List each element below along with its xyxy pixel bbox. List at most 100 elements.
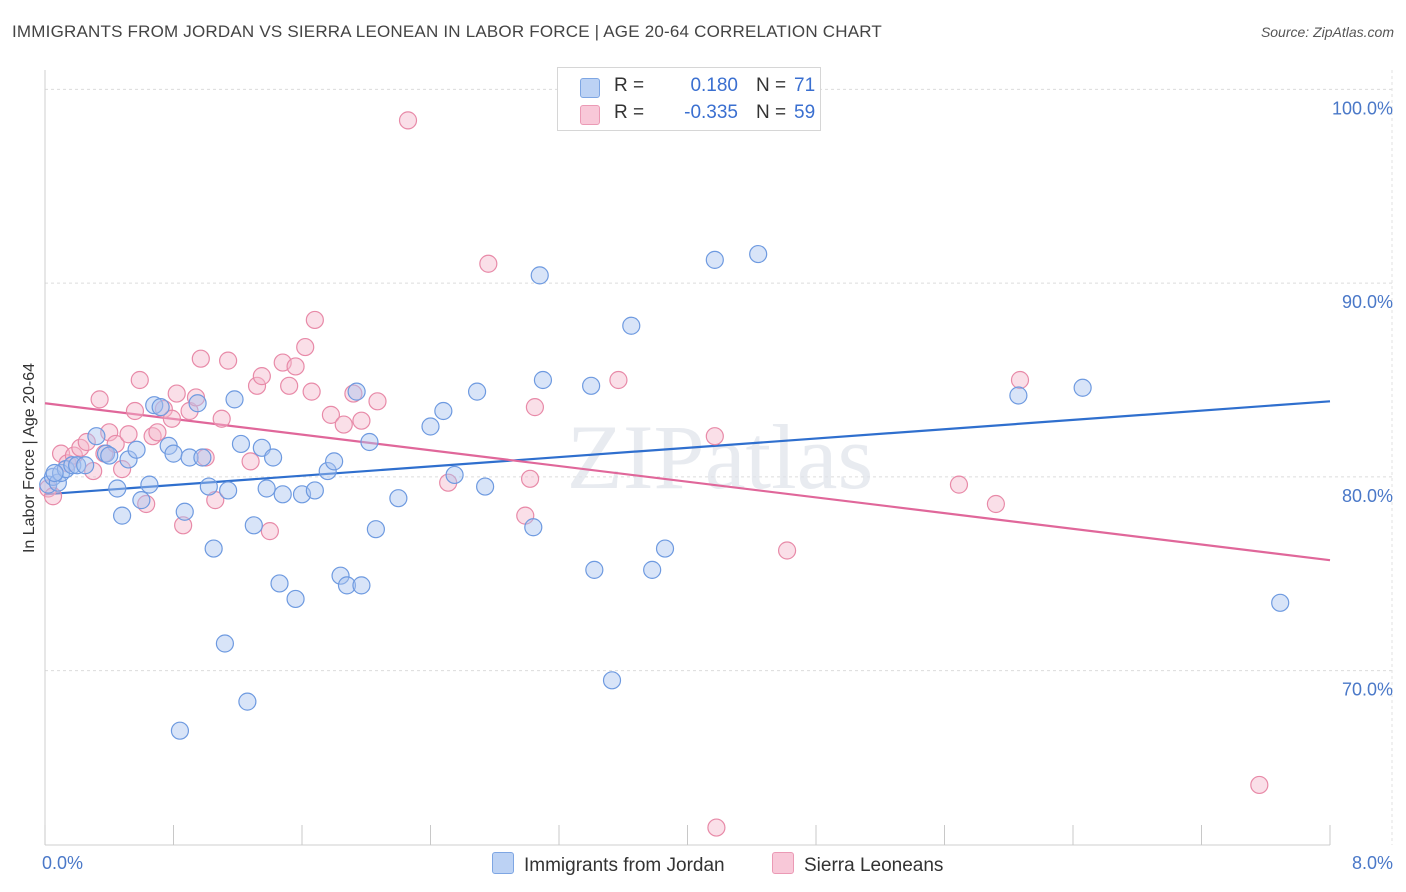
jordan-point — [257, 479, 276, 498]
jordan-point — [96, 444, 116, 463]
sierra-leoneans-point — [334, 415, 353, 434]
jordan-point — [145, 396, 164, 415]
sierra-leoneans-point — [77, 432, 96, 452]
y-axis-label: In Labor Force | Age 20-64 — [21, 363, 38, 553]
x-tick-label: 8.0% — [1352, 853, 1393, 873]
jordan-legend-label: Immigrants from Jordan — [524, 855, 725, 876]
jordan-point — [1009, 386, 1028, 405]
jordan-point — [360, 432, 379, 452]
jordan-point — [347, 382, 366, 401]
jordan-point — [188, 394, 207, 413]
n-label: N = — [756, 75, 787, 96]
jordan-point — [215, 634, 234, 653]
jordan-legend-icon — [492, 852, 514, 874]
trend-lines — [44, 400, 1331, 562]
sierra-leoneans-point — [112, 460, 132, 479]
sierra-leoneans-point — [986, 494, 1006, 514]
jordan-point — [87, 427, 106, 446]
r-label: R = — [614, 102, 645, 123]
jordan-point — [305, 481, 324, 500]
n-value: 59 — [794, 102, 816, 123]
sierra-leoneans-trend-line — [44, 402, 1331, 562]
sierra-leoneans-legend-label: Sierra Leoneans — [804, 855, 944, 876]
sierra-leoneans-point — [260, 522, 279, 541]
jordan-point — [127, 440, 146, 459]
y-tick-label: 80.0% — [1342, 486, 1393, 506]
sierra-leoneans-point — [191, 349, 210, 368]
jordan-point — [164, 444, 183, 463]
jordan-point — [366, 520, 385, 539]
jordan-point — [193, 448, 212, 467]
jordan-point — [530, 266, 549, 285]
jordan-point — [48, 473, 67, 492]
sierra-leoneans-point — [106, 434, 125, 454]
sierra-leoneans-point — [344, 384, 363, 403]
jordan-point — [318, 461, 337, 481]
y-tick-label: 70.0% — [1342, 680, 1393, 700]
sierra-leoneans-legend-icon — [772, 852, 794, 874]
sierra-leoneans-point — [280, 376, 299, 395]
jordan-point — [389, 489, 408, 508]
jordan-point — [273, 485, 292, 504]
sierra-leoneans-point — [707, 818, 726, 837]
y-tick-label: 100.0% — [1332, 98, 1393, 118]
jordan-point — [175, 502, 194, 521]
tick-labels: 70.0% 80.0% 90.0% 100.0% 0.0% 8.0% — [42, 98, 1393, 873]
jordan-point — [151, 398, 170, 417]
sierra-leoneans-points — [39, 111, 1269, 837]
jordan-point — [199, 477, 218, 496]
sierra-leoneans-point — [130, 370, 149, 390]
sierra-leoneans-point — [296, 337, 315, 357]
chart-title: IMMIGRANTS FROM JORDAN VS SIERRA LEONEAN… — [12, 22, 882, 41]
jordan-point — [108, 479, 127, 498]
sierra-leoneans-point — [609, 370, 628, 390]
jordan-point — [643, 560, 662, 579]
jordan-trend-line — [44, 400, 1331, 496]
bottom-legend-sierra-leoneans: Sierra Leoneans — [772, 852, 943, 877]
r-label: R = — [614, 75, 645, 96]
sierra-leoneans-point — [247, 376, 267, 395]
sierra-leoneans-point — [125, 401, 145, 421]
r-value: -0.335 — [684, 102, 738, 123]
sierra-leoneans-point — [90, 390, 109, 409]
jordan-point — [63, 456, 82, 475]
jordan-point — [331, 566, 350, 585]
grid-lines — [45, 70, 1393, 845]
jordan-point — [467, 382, 487, 401]
sierra-leoneans-swatch-icon — [580, 105, 600, 125]
sierra-leoneans-point — [241, 452, 260, 471]
jordan-point — [231, 434, 251, 454]
source-credit: Source: ZipAtlas.com — [1260, 24, 1394, 40]
sierra-leoneans-point — [302, 382, 321, 401]
sierra-leoneans-point — [43, 487, 63, 506]
jordan-point — [225, 390, 244, 409]
jordan-point — [238, 692, 257, 711]
correlation-legend: R = 0.180 N = 71 R = -0.335 N = 59 — [557, 67, 821, 131]
jordan-point — [533, 370, 553, 390]
sierra-leoneans-point — [705, 427, 724, 446]
sierra-leoneans-point — [252, 367, 271, 386]
jordan-point — [655, 539, 675, 558]
n-value: 71 — [794, 75, 816, 96]
jordan-point — [1271, 593, 1290, 612]
jordan-point — [749, 244, 768, 264]
jordan-point — [421, 417, 440, 436]
jordan-point — [524, 518, 543, 537]
sierra-leoneans-point — [119, 425, 138, 444]
jordan-point — [705, 250, 724, 269]
jordan-point — [180, 448, 199, 467]
jordan-point — [219, 481, 238, 500]
y-tick-label: 90.0% — [1342, 292, 1393, 312]
sierra-leoneans-point — [219, 351, 238, 370]
sierra-leoneans-point — [525, 398, 545, 417]
jordan-point — [325, 452, 344, 471]
jordan-swatch-icon — [580, 78, 600, 98]
jordan-point — [1073, 378, 1092, 397]
jordan-point — [286, 589, 305, 609]
watermark: ZIPatlas — [567, 406, 874, 508]
jordan-point — [622, 316, 641, 335]
r-value: 0.180 — [690, 75, 738, 96]
sierra-leoneans-point — [368, 392, 387, 411]
jordan-point — [352, 576, 371, 595]
